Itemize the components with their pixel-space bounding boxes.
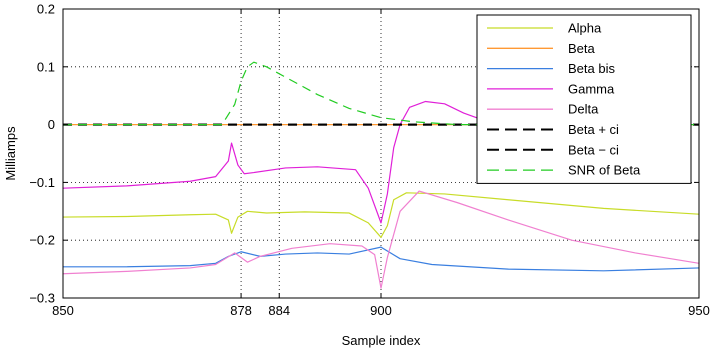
- x-tick-label: 850: [52, 303, 74, 318]
- legend: Alpha Beta Beta bis Gamma Delta Beta + ci Beta…: [476, 14, 692, 184]
- x-tick-label: 900: [370, 303, 392, 318]
- series-line-snr-of-beta: [63, 61, 699, 126]
- tick-layer: 850 878 884 900 950 −0.3 −0.2 −0.1 0 0.1 0.2: [29, 2, 710, 319]
- legend-label-delta: Delta: [568, 102, 599, 117]
- x-tick-label: 878: [230, 303, 252, 318]
- legend-box: [476, 14, 692, 184]
- y-axis-label: Milliamps: [3, 126, 18, 181]
- series-line-beta-bis: [63, 246, 700, 272]
- legend-label-beta: Beta: [568, 41, 596, 56]
- y-tick-label: 0: [48, 117, 55, 132]
- series-line-alpha: [62, 192, 700, 238]
- y-tick-label: −0.2: [29, 233, 55, 248]
- y-tick-label: −0.3: [29, 291, 55, 306]
- legend-label-gamma: Gamma: [568, 81, 615, 96]
- series-line-gamma: [62, 100, 521, 224]
- x-tick-label: 884: [268, 303, 290, 318]
- x-axis-label: Sample index: [342, 333, 421, 348]
- legend-label-beta-ci: Beta − ci: [568, 142, 619, 157]
- legend-label-beta-bis: Beta bis: [568, 61, 615, 76]
- y-tick-label: 0.1: [37, 59, 55, 74]
- x-tick-label: 950: [688, 303, 710, 318]
- legend-label-snr-of-beta: SNR of Beta: [568, 163, 641, 178]
- legend-label-beta-ci: Beta + ci: [568, 122, 619, 137]
- series-line-delta: [62, 190, 700, 289]
- grid-layer: [63, 9, 699, 298]
- legend-label-alpha: Alpha: [568, 21, 602, 36]
- y-tick-label: −0.1: [29, 175, 55, 190]
- y-tick-label: 0.2: [37, 2, 55, 17]
